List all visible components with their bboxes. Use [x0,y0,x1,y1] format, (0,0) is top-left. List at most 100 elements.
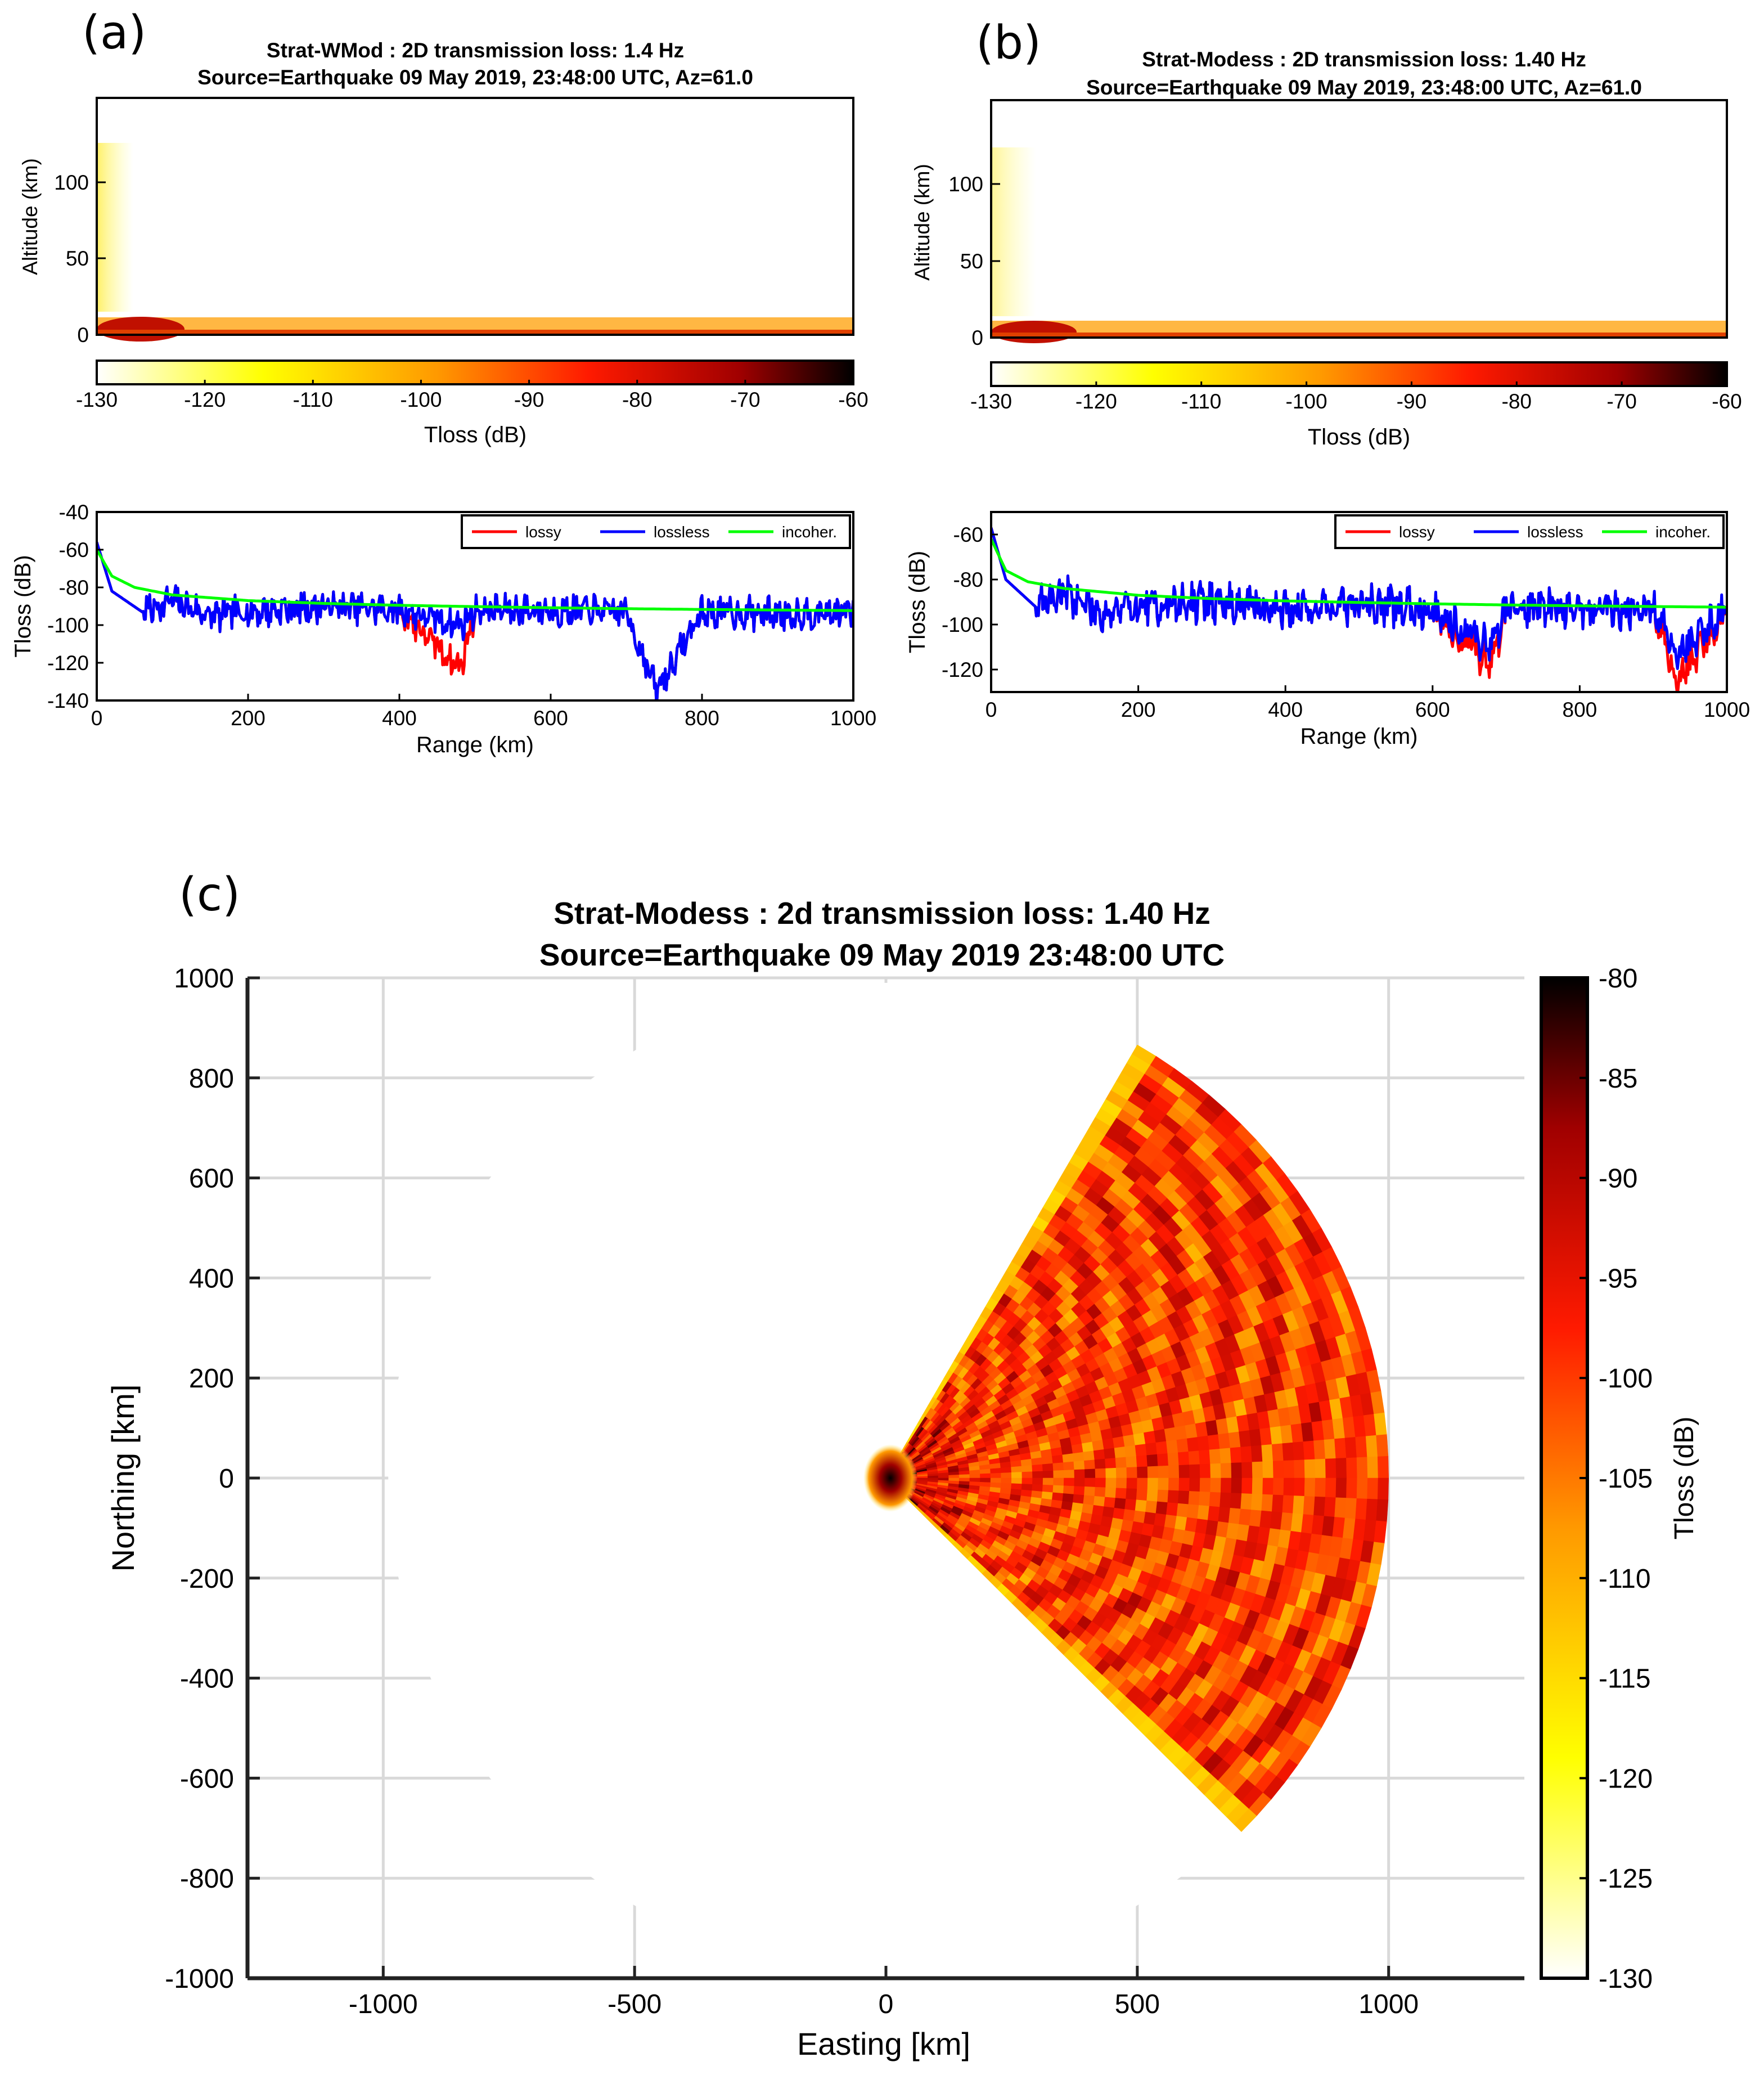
ytick-label: 600 [189,1164,234,1194]
colorbar-tick-label: -60 [838,388,868,411]
sector-cell [1022,1477,1033,1485]
heatmap-a-bg [97,98,853,335]
sector-cell [1145,1501,1158,1514]
series-incoherent-line [991,538,1727,609]
sector-cell [1063,1485,1075,1495]
sector-cell [1315,1477,1326,1498]
sector-cell [1209,1449,1221,1465]
colorbar-tick-label: -120 [1599,1764,1653,1794]
sector-cell [1282,1442,1294,1461]
sector-cell [1294,1459,1306,1479]
ytick-label: -120 [942,658,983,681]
sector-cell [1377,1477,1389,1501]
sector-cell [1241,1477,1253,1494]
sector-cell [1334,1497,1347,1519]
sector-cell [1178,1451,1190,1466]
sector-cell [1133,1510,1146,1524]
sector-cell [1114,1498,1126,1510]
sector-cell [1294,1477,1306,1497]
colorbar-b-bar [990,361,1728,387]
sector-cell [1042,1470,1054,1479]
sector-cell [1252,1461,1263,1479]
title-a-line2: Source=Earthquake 09 May 2019, 23:48:00 … [197,66,753,89]
panel-a: (a) Strat-WMod : 2D transmission loss: 1… [11,6,876,757]
sector-cell [1283,1477,1295,1496]
sector-cell [1020,1458,1033,1467]
sector-cell [1250,1445,1263,1463]
sector-cell [1063,1461,1075,1471]
sector-cell [1042,1484,1054,1493]
colorbar-tick-label: -100 [1286,390,1328,413]
colorbar-b-ticks: -130 -120 -110 -100 -90 -80 -70 -60 [970,381,1742,413]
heatmap-a-floor [97,330,853,335]
colorbar-tick-label: -90 [1397,390,1426,413]
sector-cell [1154,1429,1167,1443]
colorbar-tick-label: -130 [1599,1964,1653,1994]
sector-cell [1344,1437,1357,1458]
sector-cell [1188,1450,1200,1465]
sector-cell [1136,1455,1148,1467]
ytick-label: -200 [180,1564,234,1594]
sector-cell [1346,1477,1358,1499]
sector-cell [1283,1460,1295,1479]
sector-cell [979,1468,991,1475]
sector-cell [1218,1507,1231,1524]
sector-cell [958,1474,970,1479]
colorbar-tick-label: -90 [514,388,544,411]
sector-cell [1376,1434,1389,1457]
sector-cell [1272,1477,1284,1496]
ytick-label: -100 [47,614,89,637]
sector-cell [1135,1499,1148,1512]
sector-cell [1164,1427,1177,1442]
xtick-label: 0 [91,707,103,730]
sector-cell [1220,1463,1232,1479]
sector-cell [1084,1459,1096,1470]
sector-cell [1155,1501,1168,1515]
sector-cell [1199,1449,1210,1465]
sector-cell [1102,1506,1115,1519]
series-lossless-line [97,541,853,700]
sector-cell [1145,1442,1158,1456]
legend-entry: lossy [1399,523,1435,541]
ytick-label: 1000 [174,964,234,994]
sector-cell [1053,1470,1064,1479]
sector-cell [969,1477,980,1483]
ytick-label: -60 [953,523,983,546]
sector-cell [1022,1471,1033,1479]
sector-cell [1102,1438,1115,1450]
sector-cell [1176,1438,1189,1453]
ytick-label: -100 [942,613,983,636]
sector-cell [1133,1432,1146,1446]
heatmap-a-frame [96,97,854,336]
sector-cell [1105,1477,1117,1489]
colorbar-a-ticks: -130 -120 -110 -100 -90 -80 -70 -60 [76,380,868,411]
sector-cell [1189,1477,1200,1492]
colorbar-tick-label: -115 [1599,1664,1651,1694]
ytick-label: -80 [59,576,89,599]
sector-cell [1011,1466,1023,1473]
sector-cell [1270,1511,1283,1530]
sector-cell [1084,1477,1096,1488]
xtick-label: 400 [382,707,417,730]
sector-cell [1126,1477,1138,1489]
colorbar-tick-label: -95 [1599,1264,1637,1293]
sector-cell [1126,1467,1138,1479]
sector-cell [1135,1444,1148,1457]
heatmap-b-source-blob [991,321,1077,343]
ytick-label: -120 [47,652,89,675]
lineplot-frame [990,511,1728,693]
sector-cell [1094,1458,1106,1470]
heatmap-b-frame [990,99,1728,339]
panel-label-b: (b) [976,16,1041,70]
sector-cell [1280,1512,1293,1531]
sector-cell [1199,1463,1211,1479]
sector-cell [1084,1468,1096,1479]
sector-cell [969,1474,980,1479]
sector-cell [1178,1465,1190,1479]
sector-cell [1094,1486,1106,1498]
legend-box [1334,514,1725,549]
sector-cell [948,1475,960,1479]
sector-cell [958,1470,970,1475]
xtick-label: 0 [986,698,997,721]
title-b-line2: Source=Earthquake 09 May 2019, 23:48:00 … [1086,76,1642,99]
